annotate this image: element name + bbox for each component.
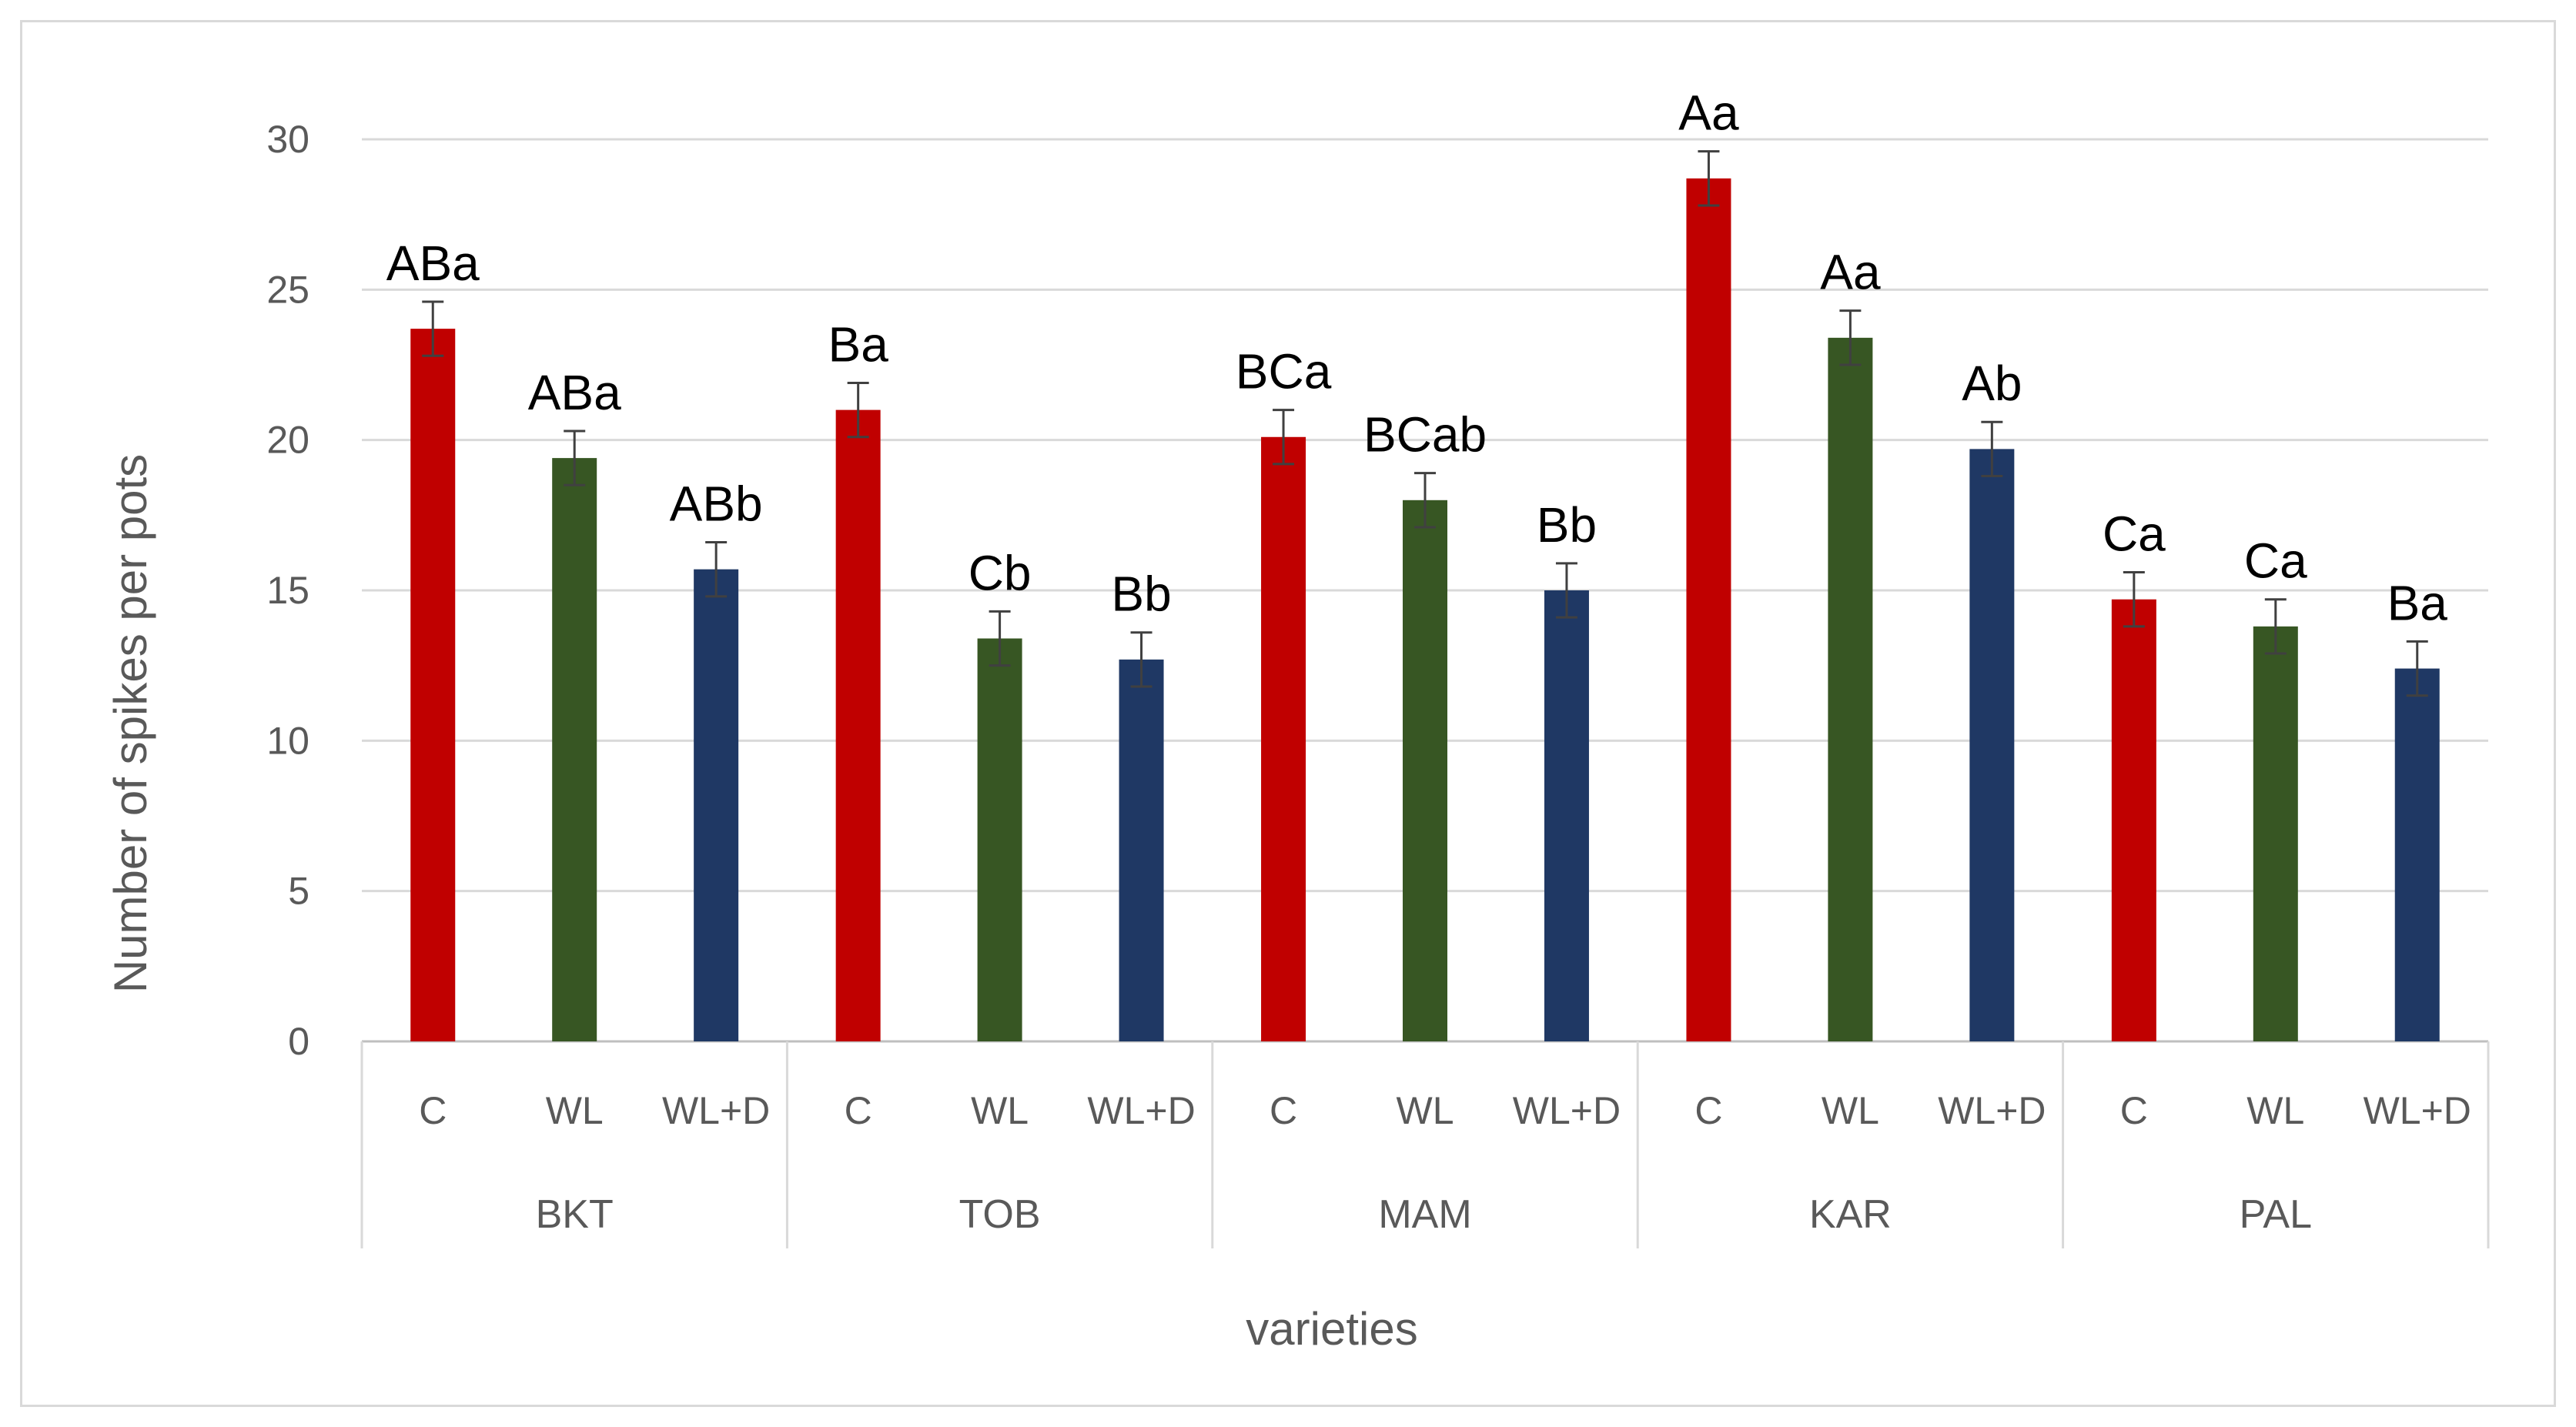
significance-label: Bb [1111, 566, 1171, 622]
bars [410, 178, 2440, 1042]
x-group-label: KAR [1809, 1192, 1892, 1237]
x-category-label: WL+D [662, 1089, 770, 1132]
bar-kar-wl [1828, 337, 1873, 1042]
x-category-label: WL+D [2364, 1089, 2471, 1132]
y-axis-title: Number of spikes per pots [105, 454, 156, 993]
y-axis-ticks: 0 5 10 15 20 25 30 [266, 118, 309, 1063]
x-category-label: C [845, 1089, 872, 1132]
significance-label: Cb [969, 545, 1032, 600]
significance-label: Aa [1678, 85, 1739, 141]
bar-mam-wl-d [1544, 590, 1589, 1041]
y-tick-label: 0 [288, 1020, 309, 1063]
significance-label: ABb [670, 476, 763, 531]
bar-bkt-c [410, 329, 456, 1041]
x-group-label: TOB [959, 1192, 1041, 1237]
significance-labels: ABa ABa ABb Ba Cb Bb BCa BCab Bb Aa Aa Ab Ca Ca Ba [386, 85, 2448, 631]
bar-pal-wl [2253, 626, 2298, 1041]
bar-mam-c [1261, 436, 1306, 1041]
x-category-label: WL [1822, 1089, 1879, 1132]
bar-tob-wl [977, 638, 1022, 1041]
significance-label: Aa [1820, 245, 1881, 300]
error-bars [422, 150, 2428, 697]
y-tick-label: 15 [266, 569, 309, 612]
bar-tob-wl-d [1119, 659, 1164, 1041]
x-group-label: MAM [1378, 1192, 1471, 1237]
x-group-label: BKT [536, 1192, 614, 1237]
y-tick-label: 5 [288, 870, 309, 913]
x-category-label: WL+D [1087, 1089, 1195, 1132]
significance-label: Ab [1962, 356, 2022, 411]
significance-label: Ca [2103, 506, 2166, 562]
y-tick-label: 30 [266, 118, 309, 161]
significance-label: Bb [1537, 497, 1597, 553]
bar-kar-c [1686, 178, 1731, 1042]
y-tick-label: 10 [266, 719, 309, 762]
x-axis: C WL WL+D BKT C WL WL+D TOB C WL WL+D MAM C WL WL+D KAR… [360, 1041, 2490, 1248]
significance-label: BCa [1236, 344, 1332, 399]
x-category-label: WL+D [1513, 1089, 1621, 1132]
x-category-label: WL+D [1938, 1089, 2046, 1132]
x-group-label: PAL [2240, 1192, 2312, 1237]
bar-pal-c [2111, 599, 2156, 1041]
bar-kar-wl-d [1969, 449, 2015, 1041]
bar-pal-wl-d [2394, 668, 2440, 1041]
significance-label: ABa [528, 365, 621, 420]
x-category-label: WL [546, 1089, 604, 1132]
chart-frame [20, 20, 2556, 1407]
x-axis-title: varieties [1246, 1303, 1417, 1355]
x-category-label: C [1694, 1089, 1722, 1132]
x-category-label: C [419, 1089, 447, 1132]
bar-mam-wl [1403, 500, 1447, 1041]
x-category-label: WL [1397, 1089, 1454, 1132]
significance-label: Ba [828, 316, 889, 372]
significance-label: ABa [386, 236, 480, 291]
significance-label: BCab [1363, 407, 1487, 463]
x-category-label: C [1270, 1089, 1297, 1132]
x-category-label: WL [971, 1089, 1029, 1132]
significance-label: Ba [2387, 575, 2448, 630]
y-tick-label: 25 [266, 268, 309, 311]
significance-label: Ca [2244, 533, 2307, 589]
bar-tob-c [835, 409, 881, 1041]
bar-bkt-wl-d [694, 569, 739, 1041]
x-category-label: C [2120, 1089, 2148, 1132]
bar-bkt-wl [552, 458, 597, 1041]
x-category-label: WL [2246, 1089, 2304, 1132]
y-tick-label: 20 [266, 419, 309, 462]
